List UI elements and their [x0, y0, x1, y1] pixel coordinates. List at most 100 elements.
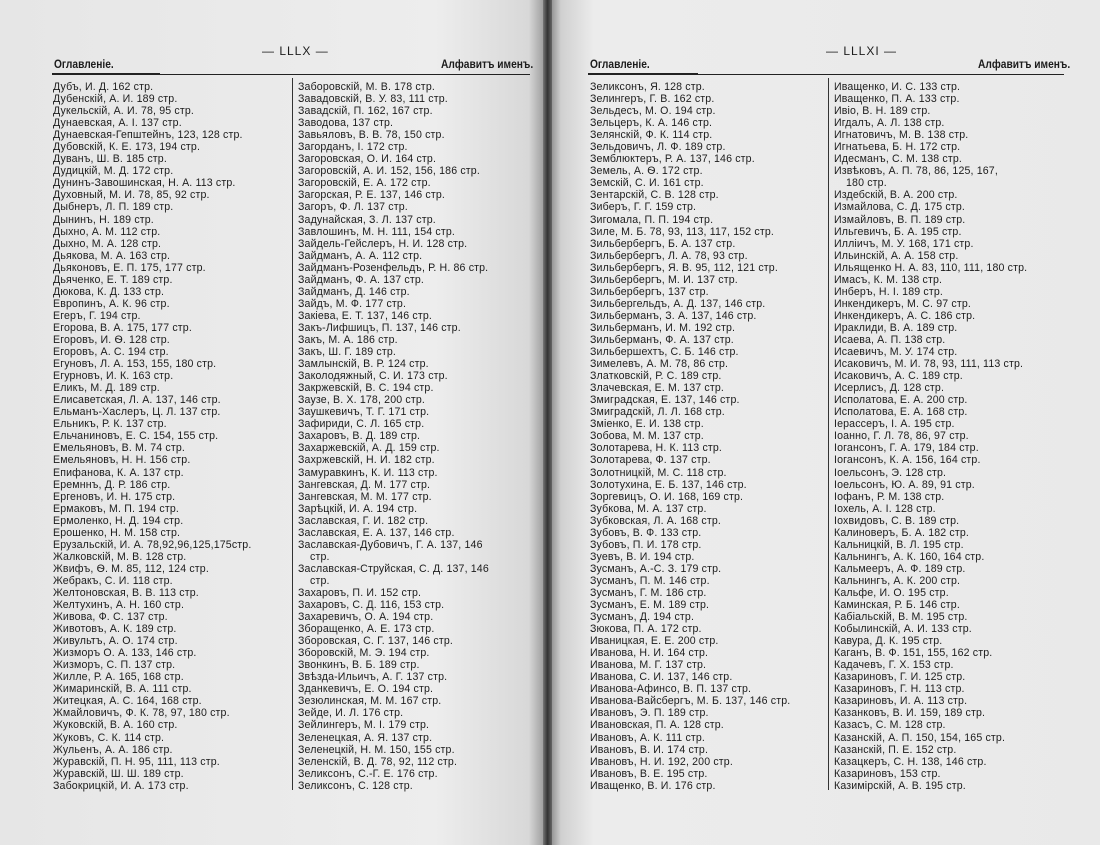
index-entry: Идесманъ, С. М. 138 стр.: [834, 153, 962, 166]
index-entry: Загоръ, Ф. Л. 137 стр.: [298, 201, 408, 214]
index-entry: Иващенко, В. И. 176 стр.: [590, 779, 716, 792]
index-entry: Кадачевъ, Г. Х. 153 стр.: [834, 659, 954, 672]
index-entry: Іогансонъ, К. А. 156, 164 стр.: [834, 454, 981, 467]
index-entry: Змiенко, Е. И. 138 стр.: [590, 418, 704, 431]
index-entry: Іохель, А. І. 128 стр.: [834, 502, 936, 515]
index-entry: Зубкова, М. А. 137 стр.: [590, 502, 707, 515]
index-entry: Закъ, М. А. 186 стр.: [298, 333, 398, 346]
index-entry: Кальнингъ, А. К. 160, 164 стр.: [834, 550, 985, 563]
index-entry: Зуевъ, В. И. 194 стр.: [590, 550, 695, 563]
index-entry: Захаревичъ, О. А. 194 стр.: [298, 611, 434, 624]
index-entry: Заузе, В. Х. 178, 200 стр.: [298, 394, 425, 407]
index-entry: Ельчаниновъ, Е. С. 154, 155 стр.: [53, 430, 219, 443]
index-entry: Зюкова, П. А. 172 стр.: [590, 623, 702, 636]
index-entry: Казасъ, С. М. 128 стр.: [834, 719, 946, 732]
index-entry: Зильбербергъ, Л. А. 78, 93 стр.: [590, 249, 748, 262]
index-entry: Зайдель-Гейслеръ, Н. И. 128 стр.: [298, 237, 468, 250]
index-entry: Зусманъ, А.-С. З. 179 стр.: [590, 562, 722, 575]
index-entry: Жебракъ, С. И. 118 стр.: [53, 574, 173, 587]
index-entry: Еремннъ, Д. Р. 186 стр.: [53, 478, 171, 491]
index-entry: Казанковъ, В. И. 159, 189 стр.: [834, 707, 986, 720]
index-entry: Дубенскій, А. И. 189 стр.: [53, 93, 178, 106]
index-entry: Живова, Ф. С. 137 стр.: [53, 611, 168, 624]
index-entry: Заславская-Струйская, С. Д. 137, 146: [298, 562, 489, 575]
index-entry: Ильгевичъ, Б. А. 195 стр.: [834, 225, 962, 238]
index-entry: Жизморъ О. А. 133, 146 стр.: [53, 647, 197, 660]
index-entry: Журавскій, Ш. Ш. 189 стр.: [53, 767, 184, 780]
index-entry: Іофанъ, Р. М. 138 стр.: [834, 490, 945, 503]
index-entry: Зеленецкая, А. Я. 137 стр.: [298, 731, 433, 744]
index-entry: Дудицкій, М. Д. 172 стр.: [53, 165, 174, 178]
index-entry: Зданкевичъ, Е. О. 194 стр.: [298, 683, 434, 696]
index-entry: Кавура, Д. К. 195 стр.: [834, 635, 943, 648]
index-entry: Зимелевъ, А. М. 78, 86 стр.: [590, 358, 729, 371]
index-entry: Закъ-Лифшицъ, П. 137, 146 стр.: [298, 321, 461, 334]
index-entry: Ивiо, В. Н. 189 стр.: [834, 105, 931, 118]
index-entry: Іохвидовъ, С. В. 189 стр.: [834, 514, 960, 527]
index-entry: Задунайская, З. Л. 137 стр.: [298, 213, 436, 226]
index-entry: Европинъ, А. К. 96 стр.: [53, 297, 170, 310]
index-entry: Зильбербергъ, Я. В. 95, 112, 121 стр.: [590, 261, 778, 274]
index-entry: Зентарскій, С. В. 128 стр.: [590, 189, 719, 202]
index-entry: Казимірскій, А. В. 195 стр.: [834, 779, 966, 792]
index-entry: Кобылинскій, А. И. 133 стр.: [834, 623, 972, 636]
index-entry: Жимаринскій, В. А. 111 стр.: [53, 683, 192, 696]
index-entry: Дыбнеръ, Л. П. 189 стр.: [53, 201, 174, 214]
index-entry: Имасъ, К. М. 138 стр.: [834, 273, 943, 286]
index-entry: Духовный, М. И. 78, 85, 92 стр.: [53, 189, 210, 202]
index-entry: Зафириди, С. Л. 165 стр.: [298, 418, 425, 431]
index-entry: Зарѣцкій, И. А. 194 стр.: [298, 502, 418, 515]
index-entry-continuation: стр.: [310, 574, 330, 587]
right-page: [550, 0, 1100, 845]
index-entry: Исаева, А. П. 138 стр.: [834, 333, 946, 346]
index-entry: Жалковскій, М. В. 128 стр.: [53, 550, 187, 563]
index-entry: Исполатова, Е. А. 168 стр.: [834, 406, 968, 419]
index-entry: Исполатова, Е. А. 200 стр.: [834, 394, 968, 407]
index-entry: Иващенко, П. А. 133 стр.: [834, 93, 960, 106]
index-entry: Зубовъ, В. Ф. 133 стр.: [590, 526, 702, 539]
index-entry: Земскій, С. И. 161 стр.: [590, 177, 704, 190]
page-number-right: — LLLXI —: [826, 44, 898, 58]
index-entry: Иванова, М. Г. 137 стр.: [590, 659, 707, 672]
index-entry: Дубовскій, К. Е. 173, 194 стр.: [53, 141, 201, 154]
header-rule: [588, 73, 698, 75]
index-entry: Звѣзда-Ильичъ, А. Г. 137 стр.: [298, 671, 448, 684]
index-entry: Жмайловичъ, Ф. К. 78, 97, 180 стр.: [53, 707, 230, 720]
index-entry: Инкендикеръ, А. С. 186 стр.: [834, 309, 976, 322]
index-entry: Захаровъ, С. Д. 116, 153 стр.: [298, 599, 445, 612]
index-entry: Завадскій, П. 162, 167 стр.: [298, 105, 433, 118]
index-entry: Злачевская, Е. М. 137 стр.: [590, 382, 725, 395]
index-entry: Жвифъ, Ѳ. М. 85, 112, 124 стр.: [53, 562, 209, 575]
index-entry: Зиле, М. Б. 78, 93, 113, 117, 152 стр.: [590, 225, 775, 238]
index-entry: Жуковъ, С. К. 114 стр.: [53, 731, 165, 744]
index-entry: Кальнингъ, А. К. 200 стр.: [834, 574, 961, 587]
header-contents-left: Оглавленіе.: [54, 57, 114, 71]
index-entry: Зборащенко, А. Е. 173 стр.: [298, 623, 435, 636]
index-entry: Дынинъ, Н. 189 стр.: [53, 213, 154, 226]
index-entry: Емельяновъ, В. М. 74 стр.: [53, 442, 185, 455]
index-entry: Іоанно, Г. Л. 78, 86, 97 стр.: [834, 430, 969, 443]
index-entry: Иванова-Афинсо, В. П. 137 стр.: [590, 683, 752, 696]
index-entry: Кальфе, И. О. 195 стр.: [834, 586, 949, 599]
index-entry: Зильбербергъ, 137 стр.: [590, 285, 709, 298]
index-entry: Загорская, Р. Е. 137, 146 стр.: [298, 189, 445, 202]
index-entry: Егоровъ, И. Ѳ. 128 стр.: [53, 333, 170, 346]
book-gutter: [543, 0, 552, 845]
index-entry: Еликъ, М. Д. 189 стр.: [53, 382, 160, 395]
header-rule: [52, 73, 160, 75]
index-entry: Зильбершехтъ, С. Б. 146 стр.: [590, 346, 739, 359]
index-entry: Исаковичъ, А. С. 189 стр.: [834, 370, 963, 383]
index-entry: Казариновъ, Г. И. 125 стр.: [834, 671, 966, 684]
index-entry: Егеръ, Г. 194 стр.: [53, 309, 141, 322]
index-entry: Зусманъ, Е. М. 189 стр.: [590, 599, 710, 612]
index-entry: Зеленскій, В. Д. 78, 92, 112 стр.: [298, 755, 458, 768]
index-entry: Зильберманъ, З. А. 137, 146 стр.: [590, 309, 757, 322]
index-entry: Загоровская, О. И. 164 стр.: [298, 153, 437, 166]
index-entry: Заушкевичъ, Т. Г. 171 стр.: [298, 406, 430, 419]
index-entry: Дунинъ-Завошинская, Н. А. 113 стр.: [53, 177, 236, 190]
index-entry: Иванова, Н. И. 164 стр.: [590, 647, 709, 660]
index-entry: Зусманъ, Г. М. 186 стр.: [590, 586, 707, 599]
index-entry: Каминская, Р. Б. 146 стр.: [834, 599, 960, 612]
index-entry: Желтоновская, В. В. 113 стр.: [53, 586, 199, 599]
index-entry: Жульенъ, А. А. 186 стр.: [53, 743, 173, 756]
